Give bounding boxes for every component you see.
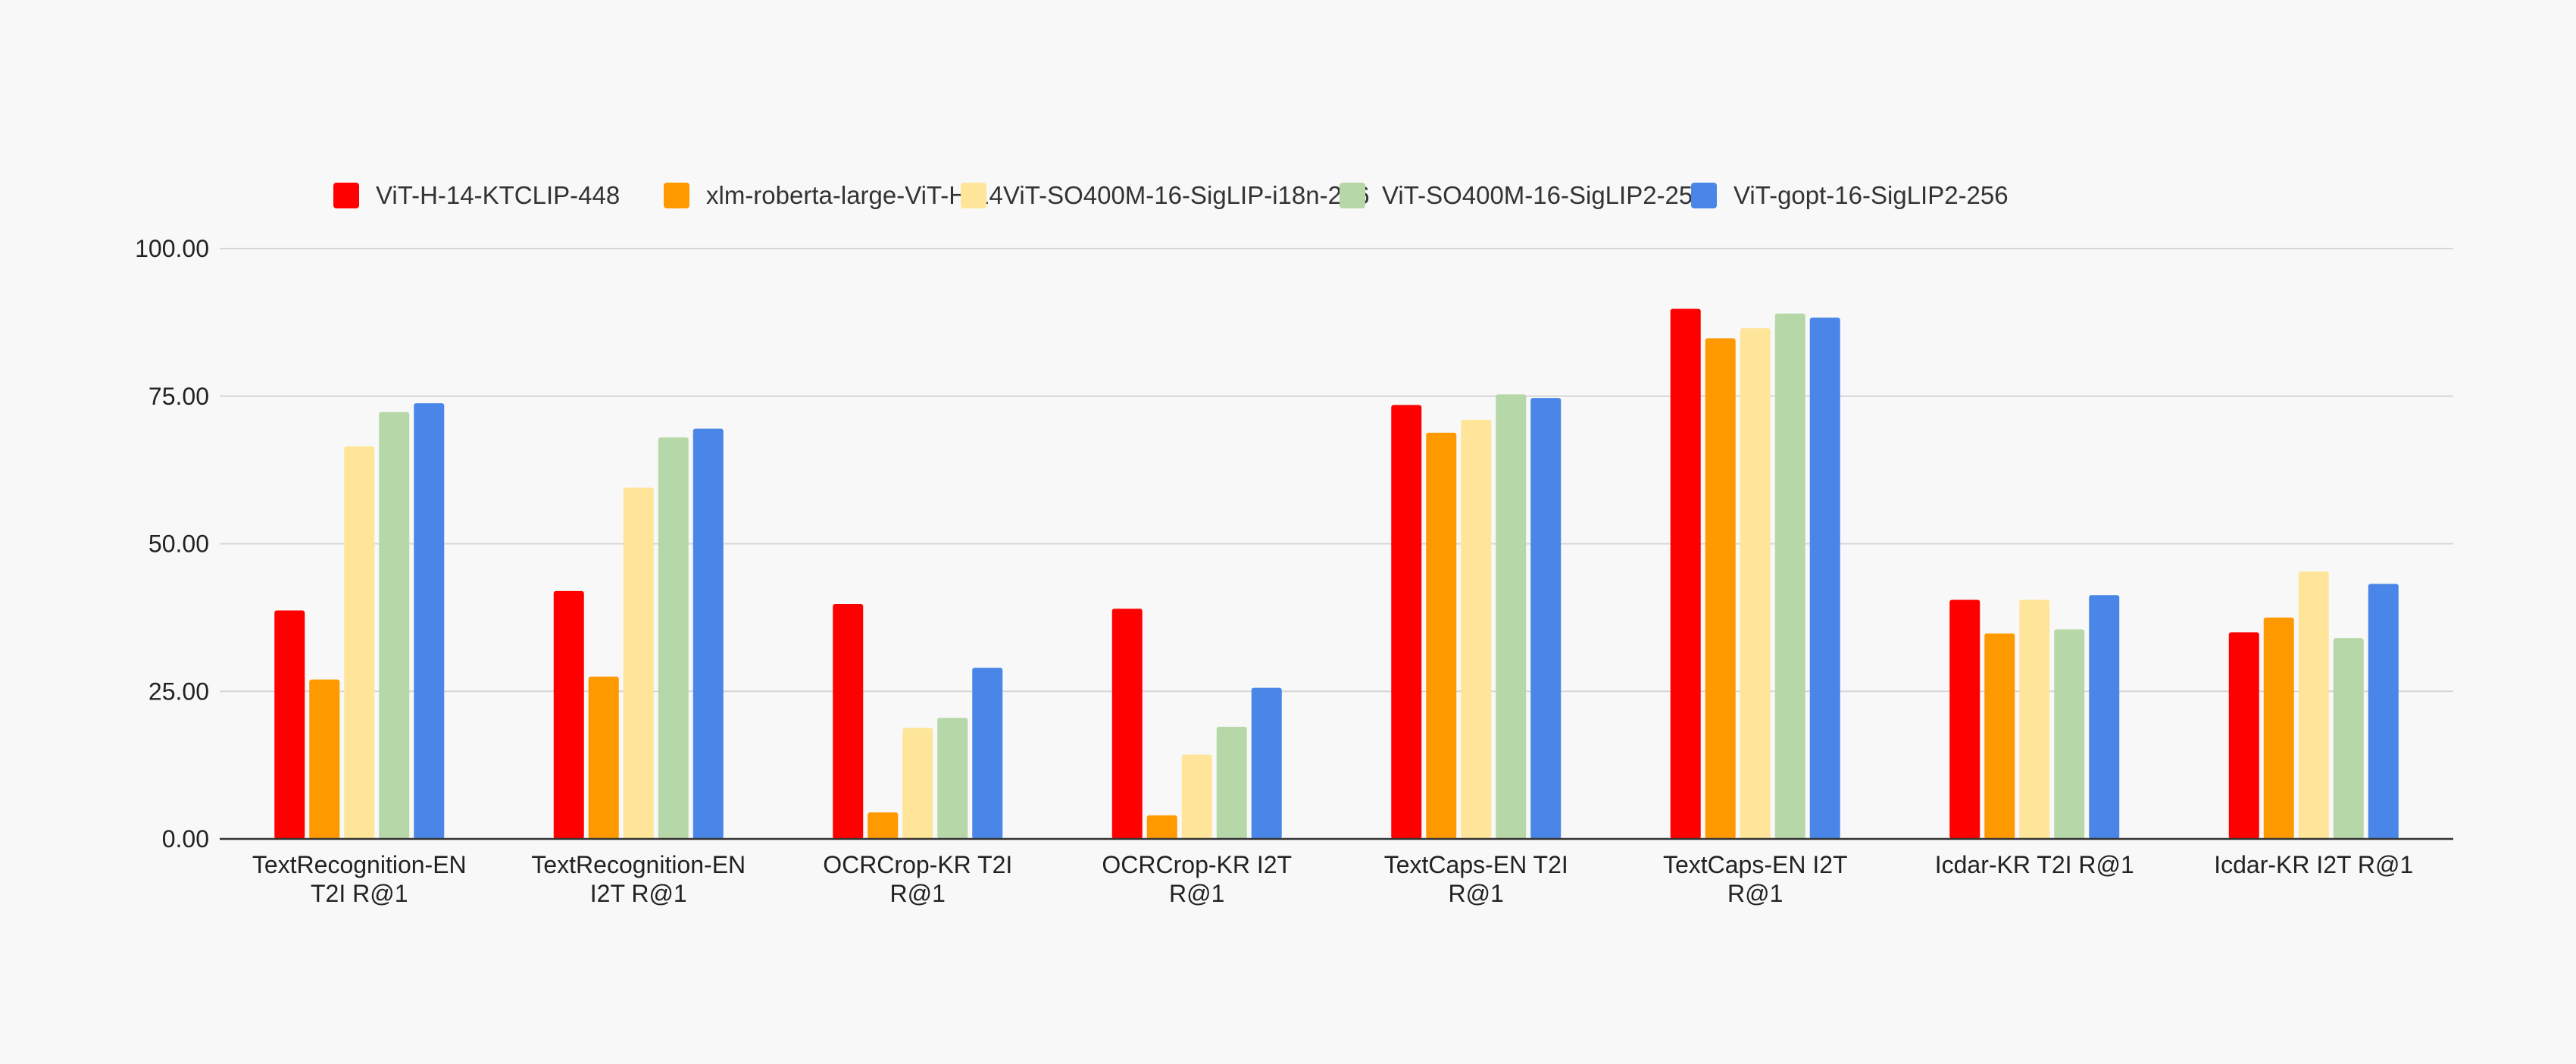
legend-item: xlm-roberta-large-ViT-H-14 <box>664 181 1003 209</box>
legend-item: ViT-H-14-KTCLIP-448 <box>333 181 620 209</box>
x-tick-label-line: TextCaps-EN I2T <box>1663 851 1848 878</box>
legend-swatch <box>333 183 359 208</box>
bar <box>414 403 445 839</box>
bar-group <box>1670 308 1840 840</box>
legend-item: ViT-SO400M-16-SigLIP-i18n-256 <box>961 181 1370 209</box>
bar-group <box>1391 394 1562 839</box>
bar <box>692 428 724 839</box>
legend-label: ViT-SO400M-16-SigLIP2-256 <box>1382 181 1707 209</box>
x-tick-label-line: TextRecognition-EN <box>252 851 467 878</box>
bar <box>2054 629 2085 839</box>
x-tick-label: TextRecognition-EN I2T R@1 <box>531 851 746 907</box>
bars <box>274 308 2399 840</box>
bar <box>1111 609 1143 839</box>
bar <box>2263 617 2294 839</box>
x-tick-label-line: OCRCrop-KR I2T <box>1102 851 1292 878</box>
x-tick-label-line: Icdar-KR T2I R@1 <box>1935 851 2134 878</box>
legend-item: ViT-SO400M-16-SigLIP2-256 <box>1340 181 1707 209</box>
x-tick-label: TextRecognition-EN T2I R@1 <box>252 851 467 907</box>
bar <box>1426 433 1457 839</box>
bar <box>972 668 1003 839</box>
y-tick-label: 0.00 <box>162 825 209 853</box>
bar <box>1740 328 1771 839</box>
bar-group <box>274 403 445 839</box>
bar <box>868 812 899 839</box>
bar <box>1670 308 1701 839</box>
bar <box>2019 599 2050 839</box>
x-tick-label: OCRCrop-KR T2I R@1 <box>823 851 1012 907</box>
x-tick-label-line: TextRecognition-EN <box>531 851 746 878</box>
x-tick-label: TextCaps-EN T2I R@1 <box>1384 851 1568 907</box>
y-tick-label: 100.00 <box>135 235 209 262</box>
bar <box>1809 318 1840 839</box>
bar <box>2228 632 2259 839</box>
legend-swatch <box>664 183 689 208</box>
x-tick-label-line: R@1 <box>1727 880 1783 907</box>
x-tick-label: Icdar-KR I2T R@1 <box>2214 851 2413 878</box>
bar-group <box>1111 609 1282 839</box>
bar <box>623 487 654 839</box>
x-tick-label-line: OCRCrop-KR T2I <box>823 851 1012 878</box>
y-tick-label: 50.00 <box>148 530 209 558</box>
bar <box>1705 338 1736 840</box>
bar <box>274 610 305 839</box>
x-tick-label-line: TextCaps-EN T2I <box>1384 851 1568 878</box>
legend-label: ViT-gopt-16-SigLIP2-256 <box>1733 181 2009 209</box>
bar <box>937 718 968 839</box>
y-tick-label: 25.00 <box>148 678 209 705</box>
bar-group <box>1949 595 2120 839</box>
legend-swatch <box>1340 183 1365 208</box>
bar <box>1216 726 1247 839</box>
bar <box>1461 419 1492 839</box>
y-axis: 0.00 25.00 50.00 75.00 100.00 <box>135 235 209 853</box>
bar <box>1530 398 1562 839</box>
bar <box>553 590 584 839</box>
x-tick-label-line: Icdar-KR I2T R@1 <box>2214 851 2413 878</box>
x-tick-label-line: T2I R@1 <box>311 880 408 907</box>
bar <box>588 676 619 839</box>
bar <box>1146 815 1177 839</box>
bar <box>833 603 864 839</box>
bar <box>2298 571 2329 839</box>
bar <box>2333 638 2364 839</box>
bar <box>1391 405 1422 839</box>
x-tick-label: TextCaps-EN I2T R@1 <box>1663 851 1848 907</box>
bar <box>1984 633 2015 839</box>
x-tick-label: Icdar-KR T2I R@1 <box>1935 851 2134 878</box>
bar <box>1181 754 1212 839</box>
legend-label: xlm-roberta-large-ViT-H-14 <box>706 181 1003 209</box>
bar <box>309 679 340 839</box>
bar <box>1774 313 1805 839</box>
legend-label: ViT-H-14-KTCLIP-448 <box>376 181 620 209</box>
x-tick-label-line: I2T R@1 <box>590 880 687 907</box>
x-tick-label-line: R@1 <box>890 880 946 907</box>
x-axis: TextRecognition-EN T2I R@1TextRecognition… <box>220 837 2453 907</box>
bar-group <box>833 603 1003 839</box>
bar <box>1949 599 1980 839</box>
bar-group <box>2228 571 2399 839</box>
bar <box>2089 595 2120 839</box>
legend-label: ViT-SO400M-16-SigLIP-i18n-256 <box>1003 181 1370 209</box>
bar <box>658 437 689 839</box>
bar-group <box>553 428 724 839</box>
bar <box>1496 394 1527 839</box>
bar <box>902 728 933 839</box>
bar <box>344 446 375 839</box>
legend-swatch <box>1691 183 1717 208</box>
legend: ViT-H-14-KTCLIP-448 xlm-roberta-large-ViT… <box>333 181 2009 209</box>
bar <box>379 412 410 839</box>
y-tick-label: 75.00 <box>148 383 209 410</box>
x-tick-label-line: R@1 <box>1169 880 1224 907</box>
legend-swatch <box>961 183 986 208</box>
x-tick-label-line: R@1 <box>1449 880 1504 907</box>
bar <box>2368 584 2399 839</box>
bar <box>1251 687 1282 839</box>
legend-item: ViT-gopt-16-SigLIP2-256 <box>1691 181 2009 209</box>
x-tick-label: OCRCrop-KR I2T R@1 <box>1102 851 1292 907</box>
